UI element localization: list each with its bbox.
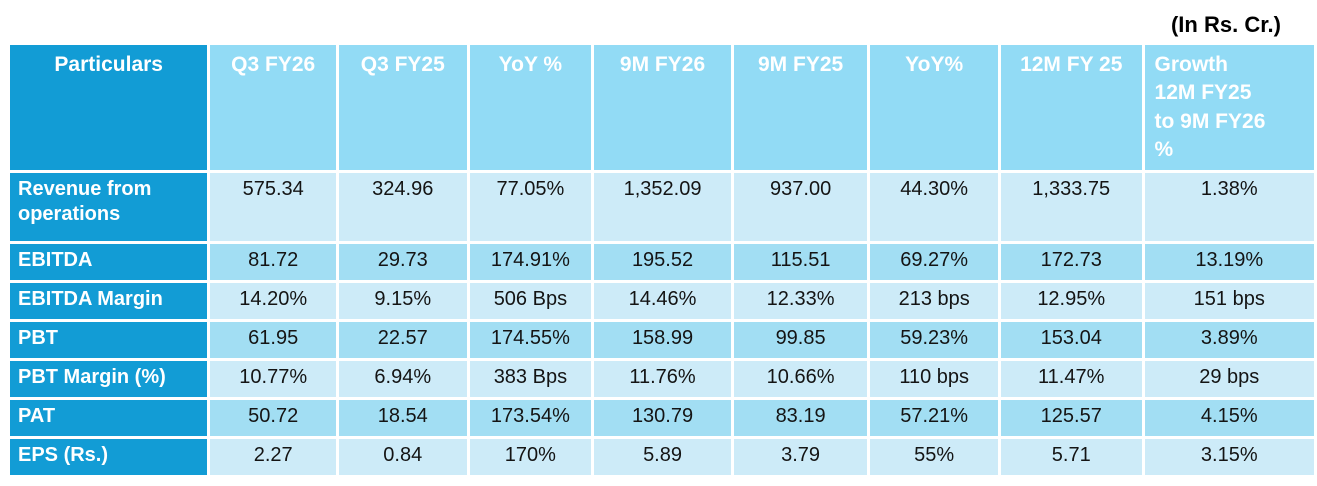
data-cell: 11.47% xyxy=(1000,361,1142,397)
financial-results-table: Particulars Q3 FY26 Q3 FY25 YoY % 9M FY2… xyxy=(7,42,1317,478)
data-cell: 174.55% xyxy=(469,322,592,358)
data-cell: 506 Bps xyxy=(469,283,592,319)
data-cell: 324.96 xyxy=(339,173,467,241)
table-row-pbt-margin: PBT Margin (%) 10.77% 6.94% 383 Bps 11.7… xyxy=(10,361,1314,397)
data-cell: 12.95% xyxy=(1000,283,1142,319)
data-cell: 2.27 xyxy=(210,439,336,475)
data-cell: 6.94% xyxy=(339,361,467,397)
data-cell: 173.54% xyxy=(469,400,592,436)
data-cell: 151 bps xyxy=(1144,283,1314,319)
data-cell: 1,333.75 xyxy=(1000,173,1142,241)
data-cell: 110 bps xyxy=(870,361,998,397)
data-cell: 77.05% xyxy=(469,173,592,241)
table-header-row: Particulars Q3 FY26 Q3 FY25 YoY % 9M FY2… xyxy=(10,45,1314,170)
row-label-pat: PAT xyxy=(10,400,208,436)
data-cell: 4.15% xyxy=(1144,400,1314,436)
data-cell: 10.66% xyxy=(733,361,868,397)
data-cell: 195.52 xyxy=(594,244,731,280)
data-cell: 69.27% xyxy=(870,244,998,280)
data-cell: 213 bps xyxy=(870,283,998,319)
column-header-9m-fy25: 9M FY25 xyxy=(733,45,868,170)
data-cell: 99.85 xyxy=(733,322,868,358)
data-cell: 1,352.09 xyxy=(594,173,731,241)
data-cell: 14.20% xyxy=(210,283,336,319)
row-label-ebitda-margin: EBITDA Margin xyxy=(10,283,208,319)
data-cell: 61.95 xyxy=(210,322,336,358)
data-cell: 11.76% xyxy=(594,361,731,397)
data-cell: 57.21% xyxy=(870,400,998,436)
data-cell: 55% xyxy=(870,439,998,475)
data-cell: 130.79 xyxy=(594,400,731,436)
data-cell: 174.91% xyxy=(469,244,592,280)
data-cell: 5.71 xyxy=(1000,439,1142,475)
table-row-revenue: Revenue from operations 575.34 324.96 77… xyxy=(10,173,1314,241)
table-row-pat: PAT 50.72 18.54 173.54% 130.79 83.19 57.… xyxy=(10,400,1314,436)
data-cell: 158.99 xyxy=(594,322,731,358)
data-cell: 29.73 xyxy=(339,244,467,280)
units-note: (In Rs. Cr.) xyxy=(1170,12,1281,37)
data-cell: 12.33% xyxy=(733,283,868,319)
data-cell: 10.77% xyxy=(210,361,336,397)
column-header-9m-fy26: 9M FY26 xyxy=(594,45,731,170)
row-label-revenue: Revenue from operations xyxy=(10,173,208,241)
column-header-yoy-pct-2: YoY% xyxy=(870,45,998,170)
data-cell: 50.72 xyxy=(210,400,336,436)
data-cell: 125.57 xyxy=(1000,400,1142,436)
data-cell: 44.30% xyxy=(870,173,998,241)
data-cell: 383 Bps xyxy=(469,361,592,397)
data-cell: 3.79 xyxy=(733,439,868,475)
data-cell: 22.57 xyxy=(339,322,467,358)
column-header-particulars: Particulars xyxy=(10,45,208,170)
data-cell: 1.38% xyxy=(1144,173,1314,241)
column-header-growth: Growth 12M FY25 to 9M FY26 % xyxy=(1144,45,1314,170)
data-cell: 3.15% xyxy=(1144,439,1314,475)
data-cell: 937.00 xyxy=(733,173,868,241)
column-header-q3-fy26: Q3 FY26 xyxy=(210,45,336,170)
data-cell: 0.84 xyxy=(339,439,467,475)
data-cell: 3.89% xyxy=(1144,322,1314,358)
data-cell: 575.34 xyxy=(210,173,336,241)
data-cell: 59.23% xyxy=(870,322,998,358)
data-cell: 153.04 xyxy=(1000,322,1142,358)
data-cell: 81.72 xyxy=(210,244,336,280)
row-label-eps: EPS (Rs.) xyxy=(10,439,208,475)
data-cell: 29 bps xyxy=(1144,361,1314,397)
data-cell: 13.19% xyxy=(1144,244,1314,280)
table-row-ebitda: EBITDA 81.72 29.73 174.91% 195.52 115.51… xyxy=(10,244,1314,280)
table-row-ebitda-margin: EBITDA Margin 14.20% 9.15% 506 Bps 14.46… xyxy=(10,283,1314,319)
data-cell: 115.51 xyxy=(733,244,868,280)
row-label-ebitda: EBITDA xyxy=(10,244,208,280)
data-cell: 14.46% xyxy=(594,283,731,319)
table-row-pbt: PBT 61.95 22.57 174.55% 158.99 99.85 59.… xyxy=(10,322,1314,358)
data-cell: 9.15% xyxy=(339,283,467,319)
column-header-q3-fy25: Q3 FY25 xyxy=(339,45,467,170)
table-row-eps: EPS (Rs.) 2.27 0.84 170% 5.89 3.79 55% 5… xyxy=(10,439,1314,475)
data-cell: 83.19 xyxy=(733,400,868,436)
data-cell: 170% xyxy=(469,439,592,475)
data-cell: 172.73 xyxy=(1000,244,1142,280)
data-cell: 18.54 xyxy=(339,400,467,436)
column-header-12m-fy25: 12M FY 25 xyxy=(1000,45,1142,170)
row-label-pbt: PBT xyxy=(10,322,208,358)
row-label-pbt-margin: PBT Margin (%) xyxy=(10,361,208,397)
data-cell: 5.89 xyxy=(594,439,731,475)
column-header-yoy-pct: YoY % xyxy=(469,45,592,170)
